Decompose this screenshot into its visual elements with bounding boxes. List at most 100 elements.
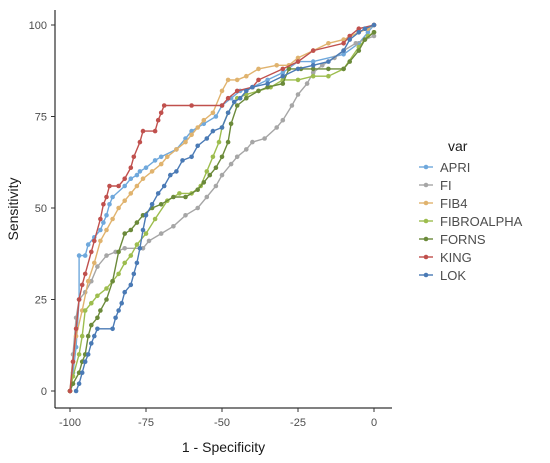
- data-point: [92, 333, 97, 339]
- data-point: [286, 66, 292, 72]
- data-point: [113, 315, 118, 321]
- data-point: [341, 41, 346, 46]
- axes-layer: [54, 10, 392, 409]
- data-point: [116, 183, 121, 189]
- data-point: [280, 73, 286, 79]
- data-point: [204, 169, 210, 174]
- data-point: [195, 187, 200, 192]
- data-point: [341, 66, 346, 72]
- data-point: [95, 293, 100, 299]
- data-point: [79, 333, 85, 339]
- data-point: [73, 326, 79, 332]
- data-point: [98, 308, 103, 313]
- data-point: [201, 180, 207, 185]
- data-point: [356, 26, 362, 32]
- data-point: [82, 271, 88, 277]
- data-point: [201, 117, 207, 123]
- data-point: [122, 176, 127, 181]
- data-point: [155, 191, 161, 196]
- data-point: [70, 359, 76, 365]
- legend-swatch-dot: [423, 254, 429, 260]
- data-point: [122, 260, 127, 266]
- legend-item-king: KING: [419, 250, 472, 265]
- data-point: [210, 154, 216, 160]
- x-tick-label: -25: [290, 417, 306, 429]
- data-point: [320, 63, 325, 68]
- legend-label: LOK: [440, 268, 466, 283]
- data-point: [234, 103, 240, 108]
- series-king: [67, 22, 377, 394]
- data-point: [98, 216, 103, 222]
- data-point: [134, 172, 140, 178]
- data-point: [204, 194, 210, 200]
- data-point: [104, 213, 109, 218]
- data-point: [210, 110, 216, 116]
- data-point: [310, 73, 316, 79]
- data-point: [149, 169, 155, 174]
- data-point: [347, 59, 353, 64]
- legend-item-lok: LOK: [419, 268, 466, 283]
- data-point: [304, 81, 310, 86]
- data-point: [110, 216, 115, 222]
- data-point: [256, 77, 261, 83]
- data-point: [256, 88, 261, 94]
- data-point: [119, 300, 124, 306]
- data-point: [89, 249, 94, 255]
- legend-label: FIB4: [440, 196, 467, 211]
- series-fibroalpha: [67, 30, 377, 394]
- data-point: [122, 198, 127, 203]
- data-point: [110, 278, 115, 284]
- legend-items: APRI FI FIB4 FIBROALPHA FORNS KING LOK: [419, 160, 523, 283]
- data-point: [280, 66, 286, 72]
- data-point: [195, 143, 200, 149]
- data-point: [85, 278, 91, 284]
- data-point: [116, 205, 121, 211]
- legend-swatch-dot: [423, 200, 429, 206]
- data-point: [116, 249, 121, 255]
- data-point: [174, 147, 179, 152]
- data-point: [256, 66, 261, 72]
- data-point: [82, 359, 88, 365]
- data-point: [228, 161, 234, 167]
- series-line: [69, 31, 375, 392]
- data-point: [76, 381, 82, 387]
- data-point: [262, 136, 267, 141]
- series-fi: [67, 33, 377, 394]
- data-point: [371, 33, 377, 39]
- data-point: [210, 128, 216, 134]
- data-point: [85, 352, 91, 357]
- data-point: [310, 70, 316, 75]
- data-point: [280, 81, 286, 86]
- data-point: [122, 183, 127, 189]
- y-tick-label: 25: [35, 295, 47, 307]
- x-tick-label: 0: [371, 417, 377, 429]
- data-point: [341, 52, 346, 57]
- data-point: [128, 165, 134, 170]
- legend-label: APRI: [440, 160, 470, 175]
- data-point: [280, 117, 286, 123]
- data-point: [107, 183, 112, 189]
- data-point: [89, 300, 94, 306]
- y-tick-label: 50: [35, 203, 47, 215]
- data-point: [326, 59, 331, 64]
- data-point: [362, 37, 368, 42]
- data-point: [149, 202, 155, 207]
- data-point: [168, 172, 173, 178]
- data-point: [116, 308, 121, 313]
- data-point: [104, 286, 109, 291]
- data-point: [140, 227, 146, 233]
- legend-item-fibroalpha: FIBROALPHA: [419, 214, 523, 229]
- data-point: [189, 132, 194, 138]
- data-point: [79, 282, 85, 288]
- data-point: [76, 297, 82, 302]
- data-point: [82, 308, 88, 313]
- data-point: [174, 169, 179, 174]
- data-point: [131, 154, 137, 160]
- data-point: [92, 238, 97, 244]
- data-point: [98, 238, 103, 244]
- data-point: [143, 165, 149, 170]
- data-point: [82, 253, 88, 258]
- series-fib4: [67, 22, 377, 394]
- data-point: [365, 30, 371, 35]
- data-point: [171, 194, 176, 200]
